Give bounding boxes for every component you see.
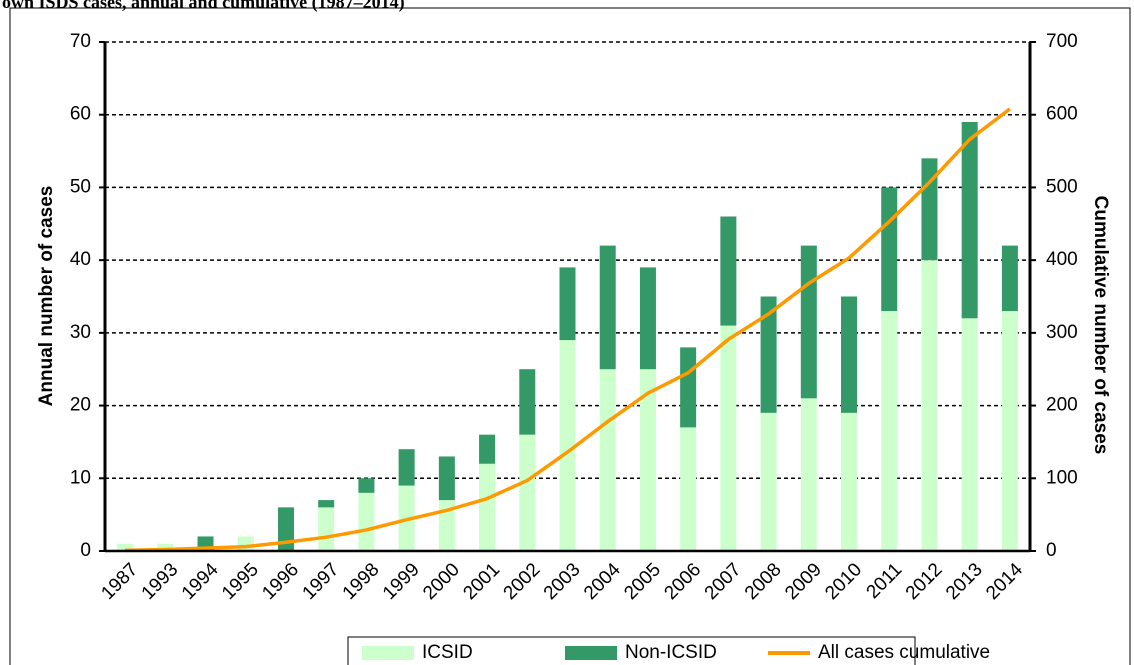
bar bbox=[237, 536, 254, 551]
bar bbox=[1001, 245, 1018, 312]
bar bbox=[800, 398, 817, 551]
bar bbox=[157, 543, 174, 551]
bar bbox=[921, 260, 938, 551]
y-tick-label: 50 bbox=[70, 176, 91, 197]
bar bbox=[800, 245, 817, 399]
x-tick-label: 1996 bbox=[258, 559, 303, 604]
x-tick-label: 1987 bbox=[97, 559, 142, 604]
x-tick-label: 1998 bbox=[339, 559, 384, 604]
chart-border bbox=[9, 7, 1131, 665]
legend-label: All cases cumulative bbox=[818, 642, 990, 663]
bar bbox=[599, 245, 616, 370]
bar bbox=[117, 543, 134, 551]
y2-axis-title: Cumulative number of cases bbox=[1090, 196, 1111, 455]
x-tick-label: 2007 bbox=[701, 559, 746, 604]
legend-swatch bbox=[362, 646, 414, 660]
y-tick-label: 30 bbox=[70, 322, 91, 343]
bar bbox=[961, 318, 978, 551]
bar bbox=[559, 340, 576, 551]
x-tick-label: 2010 bbox=[821, 559, 866, 604]
bar bbox=[680, 347, 697, 428]
y-axis-title: Annual number of cases bbox=[36, 186, 57, 407]
bar bbox=[559, 267, 576, 341]
bar bbox=[358, 478, 375, 493]
bar bbox=[961, 121, 978, 319]
y-tick-label: 0 bbox=[80, 540, 91, 561]
x-tick-label: 1995 bbox=[218, 559, 263, 604]
bar bbox=[519, 434, 536, 551]
y2-tick-label: 0 bbox=[1046, 540, 1057, 561]
bar bbox=[398, 449, 415, 486]
y2-tick-label: 500 bbox=[1046, 176, 1078, 197]
bar bbox=[358, 492, 375, 551]
bar bbox=[479, 463, 496, 551]
bar bbox=[599, 369, 616, 551]
x-tick-label: 1993 bbox=[138, 559, 183, 604]
bar bbox=[841, 296, 858, 413]
x-tick-label: 2011 bbox=[863, 559, 907, 603]
x-tick-label: 1994 bbox=[178, 559, 223, 604]
x-tick-label: 2009 bbox=[781, 559, 826, 604]
y2-tick-label: 700 bbox=[1046, 31, 1078, 52]
bar bbox=[841, 412, 858, 551]
legend-swatch bbox=[565, 646, 617, 660]
x-tick-label: 2000 bbox=[419, 559, 464, 604]
bar bbox=[479, 434, 496, 464]
bar bbox=[881, 311, 898, 551]
y2-tick-label: 600 bbox=[1046, 104, 1078, 125]
x-tick-label: 2014 bbox=[982, 559, 1027, 604]
x-tick-label: 2013 bbox=[942, 559, 987, 604]
y2-tick-label: 100 bbox=[1046, 467, 1078, 488]
bar bbox=[1001, 311, 1018, 551]
y-tick-label: 20 bbox=[70, 395, 91, 416]
x-tick-label: 1999 bbox=[379, 559, 424, 604]
x-tick-label: 2001 bbox=[459, 559, 504, 604]
y2-tick-label: 400 bbox=[1046, 249, 1078, 270]
x-tick-label: 2002 bbox=[500, 559, 545, 604]
y2-tick-label: 300 bbox=[1046, 322, 1078, 343]
bar bbox=[921, 158, 938, 261]
bar bbox=[720, 325, 737, 551]
bar bbox=[881, 187, 898, 312]
bar bbox=[639, 369, 656, 551]
bar bbox=[760, 412, 777, 551]
line bbox=[125, 107, 1011, 553]
y-tick-label: 40 bbox=[70, 249, 91, 270]
y-tick-label: 10 bbox=[70, 467, 91, 488]
x-tick-label: 2004 bbox=[580, 559, 625, 604]
y-tick-label: 70 bbox=[70, 31, 91, 52]
x-tick-label: 2012 bbox=[902, 559, 947, 604]
bar bbox=[318, 500, 335, 508]
x-tick-label: 2006 bbox=[660, 559, 705, 604]
bar bbox=[680, 427, 697, 551]
bar bbox=[760, 296, 777, 413]
bar bbox=[639, 267, 656, 370]
y2-tick-label: 200 bbox=[1046, 395, 1078, 416]
bar bbox=[438, 456, 455, 501]
chart-title: own ISDS cases, annual and cumulative (1… bbox=[2, 0, 405, 13]
bar bbox=[318, 507, 335, 551]
x-tick-label: 2005 bbox=[620, 559, 665, 604]
bar bbox=[519, 369, 536, 435]
x-tick-label: 2008 bbox=[741, 559, 786, 604]
x-tick-label: 2003 bbox=[540, 559, 585, 604]
y-tick-label: 60 bbox=[70, 104, 91, 125]
legend-box bbox=[347, 636, 916, 665]
x-tick-label: 1997 bbox=[299, 559, 344, 604]
legend-label: ICSID bbox=[422, 642, 473, 663]
legend-label: Non-ICSID bbox=[625, 642, 717, 663]
bar bbox=[720, 216, 737, 326]
